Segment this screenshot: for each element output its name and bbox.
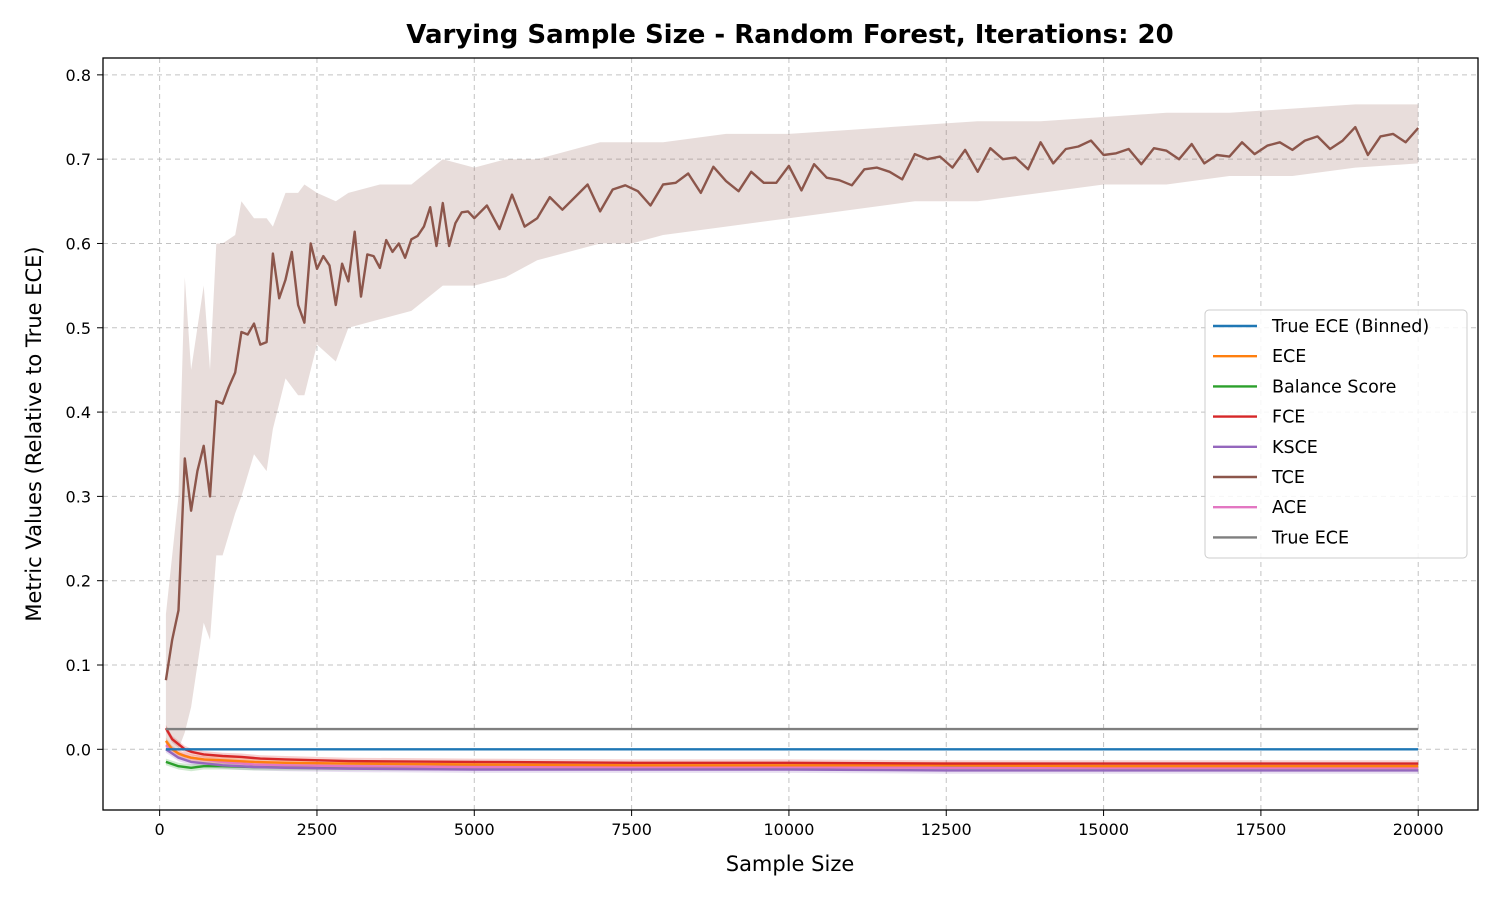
legend-label: ACE	[1272, 498, 1307, 518]
series-line-ksce	[165, 748, 1419, 772]
x-tick-label: 20000	[1393, 820, 1444, 839]
legend-label: True ECE	[1271, 528, 1349, 548]
series-line-ece	[164, 740, 1419, 768]
y-tick-label: 0.3	[66, 487, 91, 506]
x-tick-label: 0	[155, 820, 165, 839]
legend-label: TCE	[1271, 468, 1305, 488]
plot-frame	[102, 57, 1479, 811]
series-line-tce	[164, 125, 1420, 681]
x-tick-label: 10000	[763, 820, 814, 839]
x-axis-title: Sample Size	[726, 852, 855, 876]
y-tick-label: 0.0	[66, 740, 91, 759]
legend-label: ECE	[1272, 347, 1306, 367]
y-tick-label: 0.4	[66, 403, 91, 422]
y-tick-label: 0.5	[66, 319, 91, 338]
legend: True ECE (Binned) ECE Balance Score FCE KSCE…	[1204, 309, 1468, 559]
x-tick-label: 12500	[921, 820, 972, 839]
x-tick-label: 17500	[1235, 820, 1286, 839]
y-tick-label: 0.7	[66, 150, 91, 169]
x-tick-label: 2500	[297, 820, 338, 839]
legend-box	[1204, 309, 1468, 559]
y-tick-label: 0.1	[66, 656, 91, 675]
chart-title: Varying Sample Size - Random Forest, Ite…	[406, 20, 1173, 50]
tce-confidence-band	[165, 104, 1419, 750]
x-tick-label: 7500	[611, 820, 652, 839]
x-tick-label: 5000	[454, 820, 495, 839]
plot-area: 0 2500 5000 7500 10000 12500 15000 17500 20000 0.…	[66, 57, 1479, 839]
legend-label: FCE	[1272, 408, 1305, 428]
x-tick-label: 15000	[1078, 820, 1129, 839]
y-tick-label: 0.2	[66, 572, 91, 591]
y-tick-label: 0.8	[66, 66, 91, 85]
series-layer	[164, 104, 1420, 774]
legend-label: KSCE	[1272, 438, 1318, 458]
legend-label: Balance Score	[1272, 377, 1396, 397]
legend-label: True ECE (Binned)	[1271, 317, 1429, 337]
y-axis-title: Metric Values (Relative to True ECE)	[22, 246, 46, 621]
y-tick-label: 0.6	[66, 234, 91, 253]
